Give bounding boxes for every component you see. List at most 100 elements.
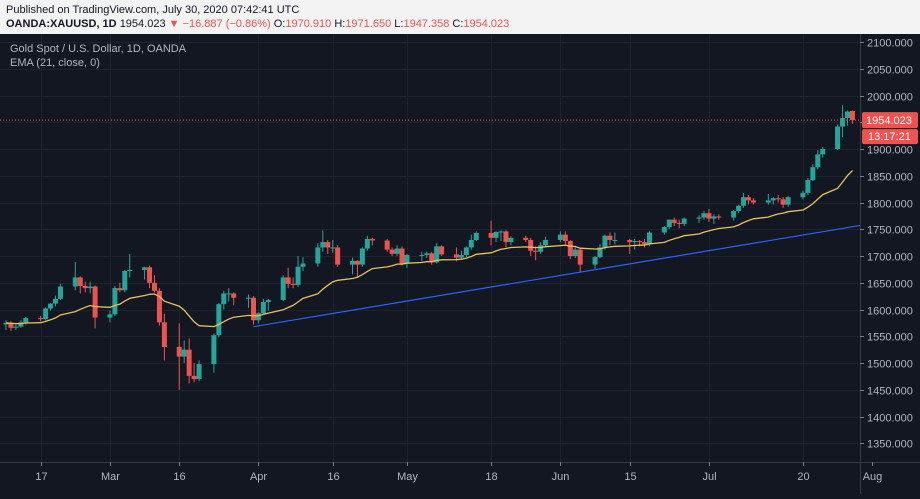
candle-body bbox=[750, 200, 756, 203]
price-tick-label: 1650.000 bbox=[867, 279, 913, 291]
candle bbox=[750, 198, 756, 205]
candle bbox=[87, 281, 93, 294]
candle-body bbox=[325, 242, 331, 248]
candle bbox=[181, 340, 187, 364]
candle-body bbox=[800, 192, 806, 198]
candle bbox=[300, 257, 306, 272]
candle bbox=[820, 146, 826, 158]
candle-body bbox=[295, 266, 301, 285]
candle bbox=[810, 164, 816, 182]
candle bbox=[557, 231, 563, 243]
quote-line: OANDA:XAUUSD, 1D 1954.023 ▼ −16.887 (−0.… bbox=[6, 18, 509, 30]
time-tick-label: 16 bbox=[173, 471, 185, 483]
candle-body bbox=[736, 205, 742, 212]
candle-body bbox=[389, 249, 395, 254]
candle-body bbox=[315, 247, 321, 264]
candle-body bbox=[117, 288, 123, 291]
candle bbox=[325, 239, 331, 254]
time-tick-label: May bbox=[397, 471, 418, 483]
candle-body bbox=[186, 349, 192, 376]
candle-body bbox=[632, 241, 638, 243]
candle-body bbox=[350, 260, 355, 265]
candle bbox=[746, 195, 751, 205]
candle-body bbox=[335, 247, 341, 265]
candle bbox=[533, 246, 539, 261]
price-badges: 1954.023 13:17:21 bbox=[0, 112, 918, 145]
candle bbox=[335, 245, 341, 267]
candle-body bbox=[196, 364, 202, 380]
candle bbox=[463, 246, 469, 258]
candle bbox=[597, 244, 603, 259]
candle bbox=[122, 269, 128, 293]
price-tick-label: 1350.000 bbox=[867, 439, 913, 451]
candle bbox=[226, 288, 232, 302]
candle bbox=[845, 110, 850, 126]
candle-body bbox=[439, 246, 445, 255]
candle-body bbox=[453, 254, 459, 258]
candle bbox=[404, 253, 410, 268]
axes-layer: 2100.0002050.0002000.0001950.0001900.000… bbox=[0, 34, 920, 494]
price-chart[interactable]: 2100.0002050.0002000.0001950.0001900.000… bbox=[0, 34, 920, 494]
candle-body bbox=[810, 167, 816, 181]
candle-body bbox=[642, 242, 648, 245]
candle-body bbox=[359, 248, 365, 265]
low-value: 1947.358 bbox=[403, 18, 450, 30]
candle bbox=[711, 214, 717, 224]
high-value: 1971.650 bbox=[345, 18, 392, 30]
price-tick-label: 1800.000 bbox=[867, 199, 913, 211]
candle-body bbox=[523, 237, 529, 240]
candle-body bbox=[780, 199, 786, 205]
price-tick-label: 1750.000 bbox=[867, 225, 913, 237]
candle bbox=[315, 243, 321, 267]
candle bbox=[780, 197, 786, 208]
candle-body bbox=[731, 211, 737, 218]
price-tick-label: 1500.000 bbox=[867, 359, 913, 371]
candle-body bbox=[602, 235, 608, 248]
candle bbox=[221, 290, 227, 310]
candle bbox=[424, 251, 430, 259]
price-tick-label: 1850.000 bbox=[867, 172, 913, 184]
candle-body bbox=[127, 269, 133, 272]
candle bbox=[255, 312, 261, 324]
candle bbox=[572, 247, 578, 259]
candle-body bbox=[43, 308, 49, 320]
candle-body bbox=[775, 198, 781, 200]
candle-body bbox=[320, 242, 326, 248]
price-tick-label: 2000.000 bbox=[867, 92, 913, 104]
candle-body bbox=[161, 322, 167, 347]
countdown-badge bbox=[862, 129, 918, 145]
candle bbox=[265, 298, 271, 311]
chart-area[interactable]: 2100.0002050.0002000.0001950.0001900.000… bbox=[0, 34, 920, 494]
candle bbox=[196, 360, 202, 382]
candles-layer bbox=[3, 105, 855, 390]
candle bbox=[508, 236, 514, 246]
candle bbox=[350, 257, 355, 275]
time-tick-label: 18 bbox=[485, 471, 497, 483]
time-tick-label: 17 bbox=[35, 471, 47, 483]
candle bbox=[770, 197, 776, 205]
candle-body bbox=[369, 238, 375, 241]
candle bbox=[642, 238, 648, 248]
candle bbox=[147, 265, 153, 289]
candle bbox=[127, 253, 133, 278]
candle bbox=[330, 239, 336, 253]
candle-body bbox=[13, 326, 19, 328]
candle-body bbox=[434, 246, 440, 263]
support-trendline bbox=[253, 221, 883, 328]
candle-body bbox=[840, 117, 846, 127]
price-tick-label: 2100.000 bbox=[867, 38, 913, 50]
candle-body bbox=[231, 293, 237, 298]
candle bbox=[701, 211, 707, 220]
candle bbox=[543, 236, 549, 248]
candle-body bbox=[82, 285, 88, 289]
candle-body bbox=[394, 248, 400, 254]
candle bbox=[369, 237, 375, 246]
candle bbox=[394, 245, 400, 257]
candle-body bbox=[577, 249, 583, 265]
candle-body bbox=[280, 277, 286, 300]
ema-indicator-label: EMA (21, close, 0) bbox=[10, 57, 100, 69]
candle-body bbox=[676, 222, 682, 224]
price-tick-label: 1450.000 bbox=[867, 386, 913, 398]
candle-body bbox=[741, 197, 747, 206]
candle-body bbox=[597, 247, 603, 258]
